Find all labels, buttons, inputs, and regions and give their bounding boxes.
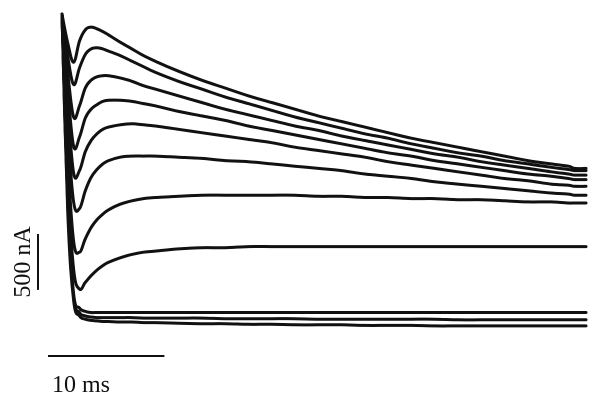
trace-6 [60, 12, 588, 213]
trace-11 [60, 12, 588, 328]
trace-1 [60, 12, 588, 171]
trace-4 [60, 12, 588, 182]
scale-bars: 500 nA 10 ms [10, 226, 165, 398]
trace-8 [60, 12, 588, 292]
current-scale-label: 500 nA [10, 226, 36, 298]
trace-3 [60, 12, 588, 177]
time-scale-label: 10 ms [52, 372, 110, 398]
trace-9 [60, 12, 588, 315]
trace-5 [60, 12, 588, 188]
trace-10 [60, 12, 588, 322]
current-traces [60, 12, 588, 328]
trace-2 [60, 12, 588, 173]
trace-7 [60, 12, 588, 255]
